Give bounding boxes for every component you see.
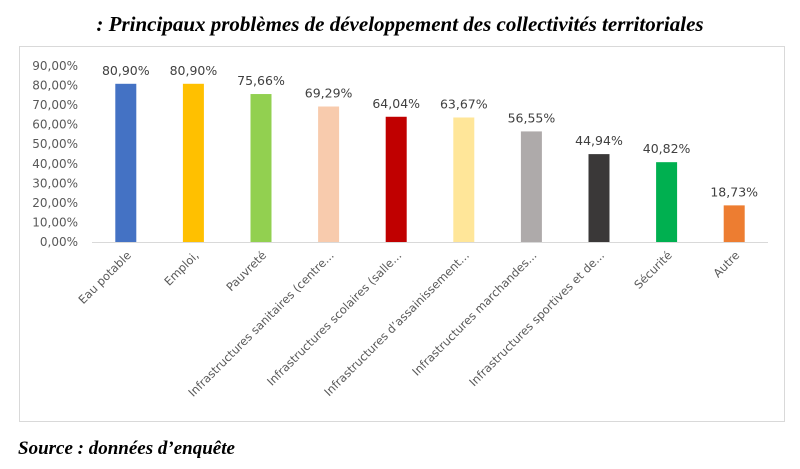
data-label: 44,94% xyxy=(575,133,623,148)
bar xyxy=(385,116,407,242)
y-tick-label: 30,00% xyxy=(32,176,78,190)
data-label: 75,66% xyxy=(237,73,285,88)
y-tick-label: 0,00% xyxy=(40,235,78,249)
data-label: 69,29% xyxy=(305,85,353,100)
bar xyxy=(723,205,745,242)
x-tick-label: Infrastructures sportives et de... xyxy=(466,248,607,389)
x-tick-label: Pauvreté xyxy=(223,248,269,294)
x-tick-label: Eau potable xyxy=(75,248,134,307)
bar xyxy=(588,154,610,242)
y-tick-label: 70,00% xyxy=(32,98,78,112)
y-tick-label: 60,00% xyxy=(32,118,78,132)
chart-title: : Principaux problèmes de développement … xyxy=(96,12,704,36)
bar xyxy=(115,83,137,242)
bar xyxy=(182,83,204,242)
y-tick-label: 80,00% xyxy=(32,79,78,93)
y-tick-label: 50,00% xyxy=(32,137,78,151)
x-tick-label: Infrastructures d’assainissement... xyxy=(321,248,472,399)
data-label: 18,73% xyxy=(710,184,758,199)
chart-frame xyxy=(19,46,785,422)
data-label: 56,55% xyxy=(508,110,556,125)
bar xyxy=(250,94,272,242)
data-label: 80,90% xyxy=(102,63,150,78)
y-tick-label: 10,00% xyxy=(32,215,78,229)
x-tick-label: Infrastructures sanitaires (centre... xyxy=(185,248,336,399)
data-label: 40,82% xyxy=(643,141,691,156)
x-tick-label: Sécurité xyxy=(631,248,674,291)
data-label: 80,90% xyxy=(170,63,218,78)
bar xyxy=(453,117,475,242)
y-tick-label: 20,00% xyxy=(32,196,78,210)
x-tick-label: Emploi, xyxy=(161,248,201,288)
y-tick-label: 40,00% xyxy=(32,157,78,171)
source-note: Source : données d’enquête xyxy=(18,438,235,459)
data-label: 63,67% xyxy=(440,96,488,111)
x-tick-label: Infrastructures marchandes... xyxy=(409,248,539,378)
x-tick-label: Infrastructures scolaires (salle... xyxy=(264,248,404,388)
bar xyxy=(656,162,678,242)
y-tick-label: 90,00% xyxy=(32,59,78,73)
x-tick-label: Autre xyxy=(710,248,742,280)
data-label: 64,04% xyxy=(372,96,420,111)
bar xyxy=(318,106,340,242)
bar xyxy=(520,131,542,242)
